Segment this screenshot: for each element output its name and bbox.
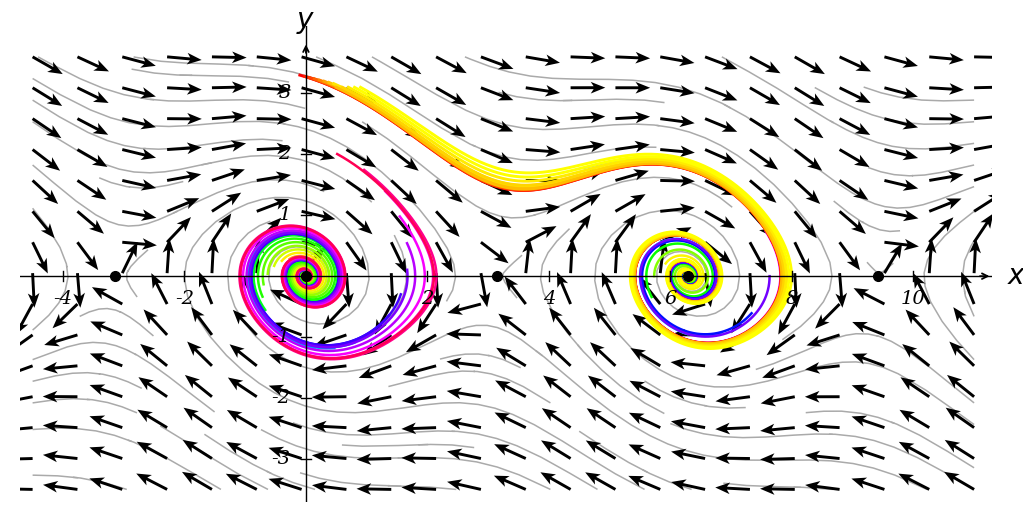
Text: -2: -2 — [272, 389, 291, 407]
Text: -4: -4 — [53, 289, 73, 308]
FancyArrowPatch shape — [267, 472, 271, 474]
FancyArrowPatch shape — [536, 351, 542, 355]
FancyArrowPatch shape — [724, 105, 730, 108]
Text: 4: 4 — [543, 289, 555, 308]
Text: 2: 2 — [421, 289, 434, 308]
FancyArrowPatch shape — [473, 145, 476, 146]
FancyArrowPatch shape — [578, 345, 581, 350]
Text: -2: -2 — [175, 289, 194, 308]
Text: 8: 8 — [786, 289, 798, 308]
Text: 10: 10 — [901, 289, 926, 308]
FancyArrowPatch shape — [202, 163, 211, 165]
FancyArrowPatch shape — [831, 121, 833, 122]
Text: 2: 2 — [278, 145, 291, 163]
Text: -1: -1 — [272, 328, 291, 346]
Text: -3: -3 — [272, 450, 291, 468]
FancyArrowPatch shape — [173, 211, 177, 213]
Text: 1: 1 — [278, 206, 291, 224]
Text: $\mathit{y}$: $\mathit{y}$ — [297, 8, 316, 35]
FancyArrowPatch shape — [205, 453, 211, 458]
FancyArrowPatch shape — [129, 440, 132, 441]
Text: $\mathit{x}$: $\mathit{x}$ — [1008, 263, 1023, 290]
FancyArrowPatch shape — [643, 470, 648, 472]
Text: 6: 6 — [664, 289, 676, 308]
FancyArrowPatch shape — [892, 422, 894, 423]
Text: 3: 3 — [278, 84, 291, 102]
